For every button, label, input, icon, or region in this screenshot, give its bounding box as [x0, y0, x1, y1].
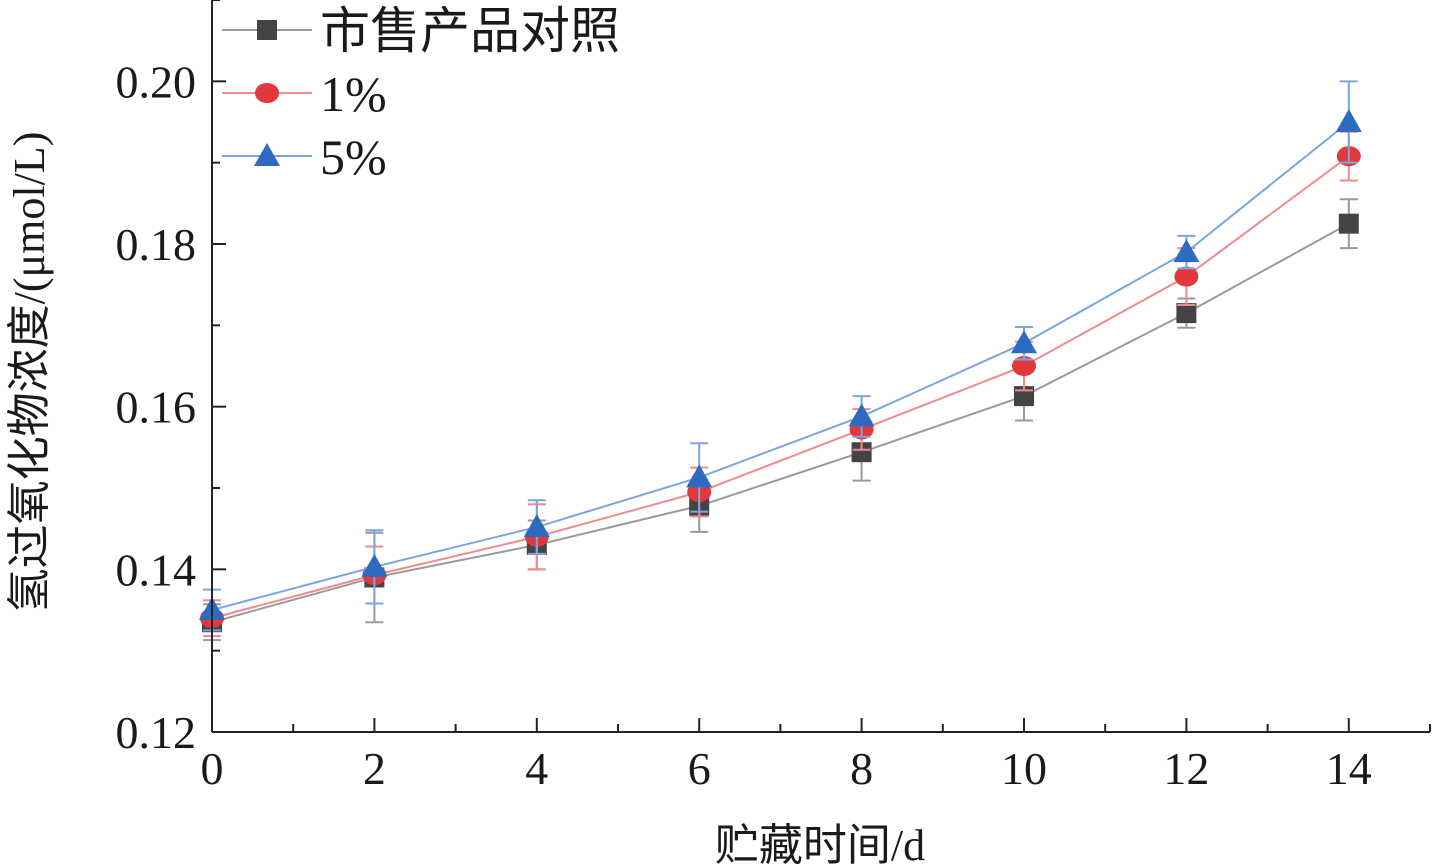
data-point: [1012, 356, 1036, 376]
x-tick-label: 4: [525, 743, 548, 794]
data-point: [1011, 330, 1037, 354]
y-axis-title: 氢过氧化物浓度/(μmol/L): [5, 132, 54, 613]
data-point: [523, 514, 550, 538]
axes: 0 2 4 6 8 10 12 14 0.12 0.14 0.16 0.18 0.20: [116, 0, 1431, 794]
legend-item-1: 市售产品对照: [222, 3, 620, 59]
legend-label: 5%: [320, 129, 387, 185]
legend-marker: [255, 83, 279, 103]
series-3: [199, 80, 1362, 632]
data-point: [851, 442, 872, 463]
data-point: [1338, 213, 1359, 234]
x-tick-label: 8: [850, 743, 873, 794]
legend-item-2: 1%: [222, 66, 387, 122]
x-axis-title: 贮藏时间/d: [715, 821, 925, 868]
data-point: [848, 403, 875, 427]
data-point: [686, 464, 713, 488]
y-tick-label: 0.14: [116, 544, 197, 595]
legend-label: 市售产品对照: [320, 3, 620, 59]
data-point: [1173, 239, 1200, 263]
y-tick-label: 0.20: [116, 56, 197, 107]
x-tick-label: 2: [363, 743, 386, 794]
y-tick-label: 0.18: [116, 219, 197, 270]
x-tick-label: 6: [688, 743, 711, 794]
x-tick-label: 10: [1001, 743, 1047, 794]
data-point: [1174, 266, 1199, 287]
data-point: [1335, 109, 1362, 132]
legend: 市售产品对照 1% 5%: [222, 3, 620, 185]
x-tick-label: 14: [1326, 743, 1372, 794]
series-line: [211, 121, 1350, 611]
data-point: [361, 553, 388, 577]
legend-marker: [257, 20, 277, 40]
y-tick-label: 0.16: [116, 382, 197, 433]
legend-marker: [254, 143, 280, 166]
series-line: [211, 222, 1350, 624]
data-point: [1176, 303, 1197, 324]
y-tick-label: 0.12: [116, 707, 197, 758]
legend-item-3: 5%: [222, 129, 387, 185]
x-tick-label: 12: [1163, 743, 1209, 794]
plot-area: [199, 80, 1362, 642]
x-tick-label: 0: [201, 743, 224, 794]
legend-label: 1%: [320, 66, 387, 122]
series-line: [211, 155, 1350, 620]
